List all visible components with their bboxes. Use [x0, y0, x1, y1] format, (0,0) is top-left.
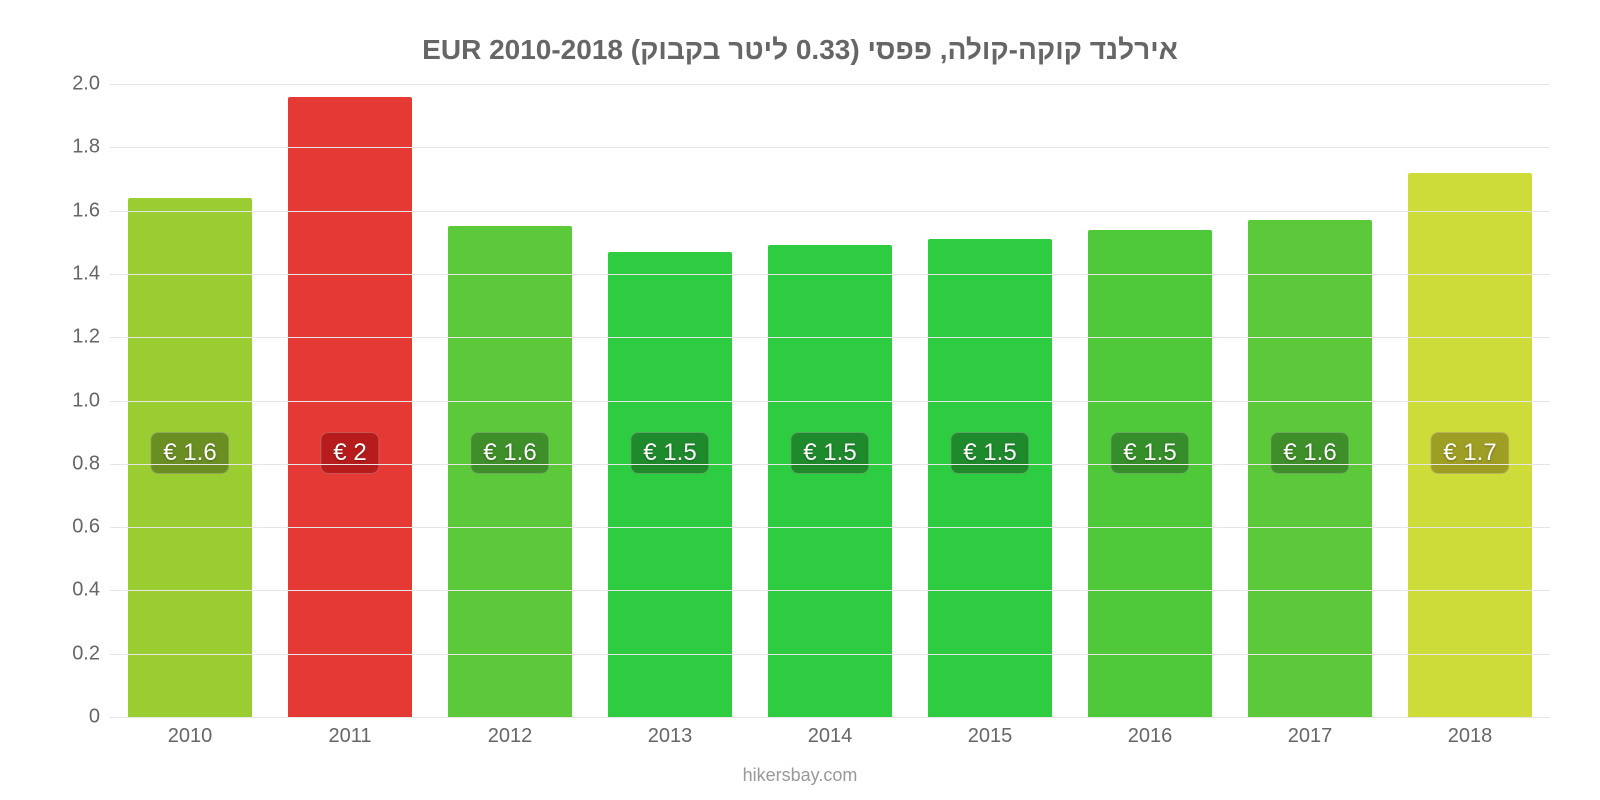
bar: € 1.6: [448, 226, 573, 717]
bar: € 1.5: [1088, 230, 1213, 717]
y-tick-label: 1.2: [50, 326, 100, 349]
x-axis-labels: 201020112012201320142015201620172018: [110, 717, 1550, 757]
gridline: [110, 527, 1550, 528]
y-tick-label: 1.8: [50, 136, 100, 159]
gridline: [110, 401, 1550, 402]
bar-value-badge: € 1.7: [1430, 432, 1509, 474]
y-tick-label: 0.4: [50, 579, 100, 602]
gridline: [110, 590, 1550, 591]
y-tick-label: 2.0: [50, 73, 100, 96]
y-tick-label: 0.6: [50, 516, 100, 539]
bar: € 1.6: [1248, 220, 1373, 717]
attribution-text: hikersbay.com: [0, 765, 1600, 800]
y-tick-label: 0.2: [50, 642, 100, 665]
gridline: [110, 84, 1550, 85]
chart-title: אירלנד קוקה-קולה, פפסי (0.33 ליטר בקבוק)…: [0, 0, 1600, 66]
bar-chart: אירלנד קוקה-קולה, פפסי (0.33 ליטר בקבוק)…: [0, 0, 1600, 800]
x-tick-label: 2017: [1230, 717, 1390, 757]
gridline: [110, 464, 1550, 465]
y-tick-label: 0: [50, 706, 100, 729]
gridline: [110, 211, 1550, 212]
y-tick-label: 1.6: [50, 199, 100, 222]
bar-value-badge: € 1.6: [150, 432, 229, 474]
bar-value-badge: € 1.5: [790, 432, 869, 474]
y-tick-label: 1.4: [50, 262, 100, 285]
bar-value-badge: € 1.5: [950, 432, 1029, 474]
x-tick-label: 2013: [590, 717, 750, 757]
x-tick-label: 2012: [430, 717, 590, 757]
x-tick-label: 2016: [1070, 717, 1230, 757]
y-tick-label: 1.0: [50, 389, 100, 412]
gridline: [110, 337, 1550, 338]
gridline: [110, 147, 1550, 148]
x-tick-label: 2018: [1390, 717, 1550, 757]
gridline: [110, 654, 1550, 655]
x-tick-label: 2010: [110, 717, 270, 757]
bar: € 1.7: [1408, 173, 1533, 717]
bar-value-badge: € 1.6: [1270, 432, 1349, 474]
x-tick-label: 2014: [750, 717, 910, 757]
bar: € 2: [288, 97, 413, 717]
bar-value-badge: € 1.5: [1110, 432, 1189, 474]
x-tick-label: 2011: [270, 717, 430, 757]
gridline: [110, 274, 1550, 275]
bar-value-badge: € 2: [320, 432, 379, 474]
bar: € 1.5: [608, 252, 733, 717]
bar-value-badge: € 1.5: [630, 432, 709, 474]
x-tick-label: 2015: [910, 717, 1070, 757]
y-tick-label: 0.8: [50, 452, 100, 475]
bar: € 1.5: [768, 245, 893, 717]
bar: € 1.5: [928, 239, 1053, 717]
plot-area: € 1.6 € 2 € 1.6 € 1.5 € 1.5 € 1.5 € 1.5 € 1.6 € …: [40, 84, 1560, 757]
bar-value-badge: € 1.6: [470, 432, 549, 474]
bar: € 1.6: [128, 198, 253, 717]
